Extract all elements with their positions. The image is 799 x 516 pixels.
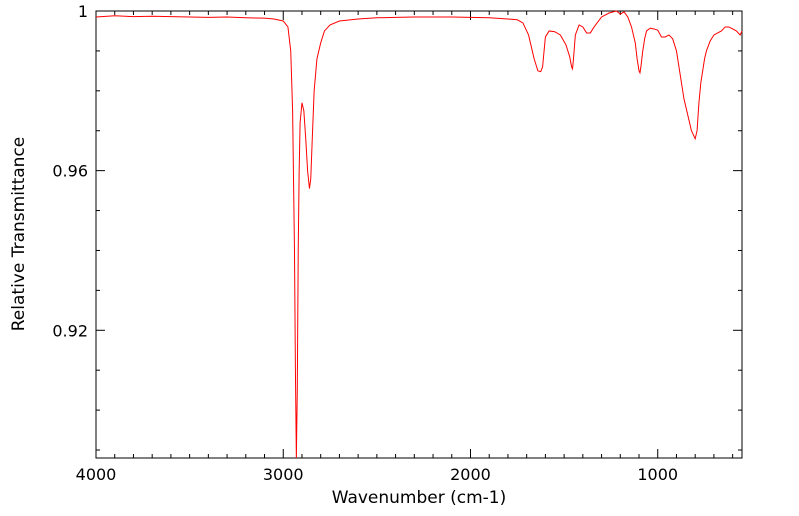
x-tick-label: 1000 <box>637 465 678 484</box>
x-axis-title: Wavenumber (cm-1) <box>332 488 507 508</box>
x-tick-label: 4000 <box>76 465 117 484</box>
y-tick-label: 1 <box>78 2 88 21</box>
y-tick-label: 0.92 <box>52 321 88 340</box>
x-tick-label: 2000 <box>450 465 491 484</box>
axis-tick-labels: 4000 3000 2000 1000 1 0.96 0.92 <box>52 2 678 484</box>
axis-ticks <box>95 10 742 458</box>
y-tick-label: 0.96 <box>52 162 88 181</box>
spectrum-line <box>95 10 743 459</box>
y-axis-title: Relative Transmittance <box>9 137 29 332</box>
x-tick-label: 3000 <box>263 465 304 484</box>
plot-frame <box>95 10 743 459</box>
